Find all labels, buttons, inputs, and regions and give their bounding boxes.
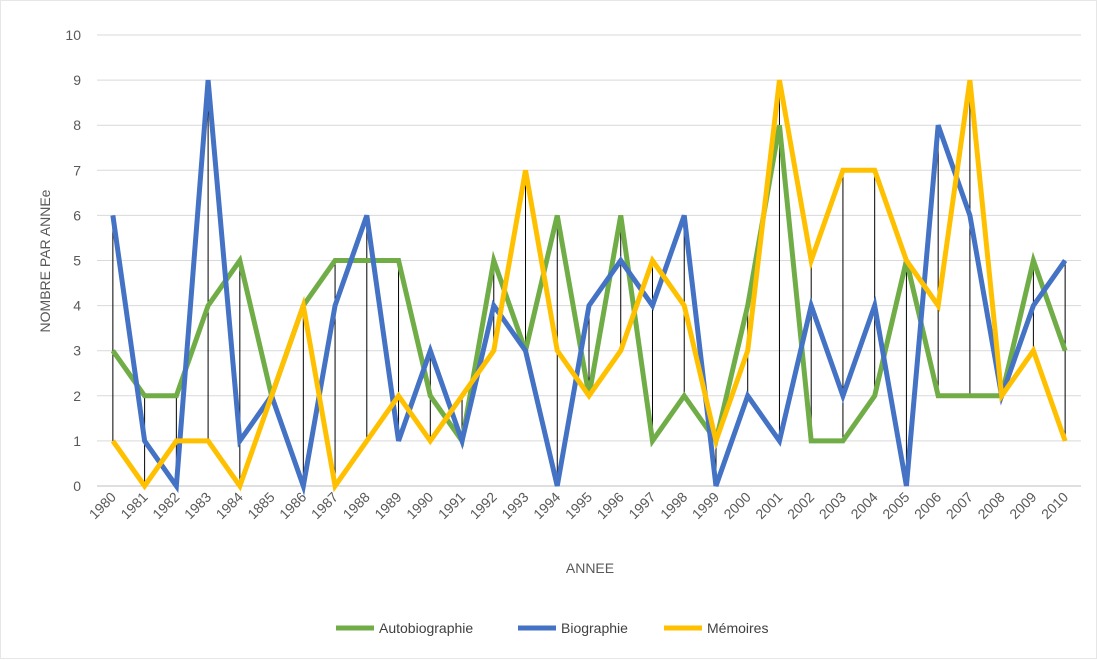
x-tick-label: 2009 bbox=[1006, 489, 1039, 522]
x-tick-label: 2007 bbox=[943, 489, 976, 522]
x-tick-label: 1998 bbox=[657, 489, 690, 522]
x-tick-label: 1989 bbox=[371, 489, 404, 522]
x-tick-label: 1986 bbox=[276, 489, 309, 522]
y-tick-label: 4 bbox=[73, 298, 81, 314]
x-tick-label: 2003 bbox=[816, 489, 849, 522]
y-tick-label: 1 bbox=[73, 433, 81, 449]
x-tick-label: 2001 bbox=[752, 489, 785, 522]
x-tick-label: 1981 bbox=[117, 489, 150, 522]
legend-label: Biographie bbox=[561, 620, 628, 636]
legend-label: Mémoires bbox=[707, 620, 768, 636]
y-tick-label: 8 bbox=[73, 117, 81, 133]
y-axis-title: NOMBRE PAR ANNEe bbox=[37, 189, 53, 332]
x-tick-label: 2006 bbox=[911, 489, 944, 522]
series-line-m-moires bbox=[110, 79, 1068, 493]
x-tick-label: 1982 bbox=[149, 489, 182, 522]
x-tick-label: 2005 bbox=[879, 489, 912, 522]
x-tick-label: 1997 bbox=[625, 489, 658, 522]
x-tick-label: 1994 bbox=[530, 489, 563, 522]
x-tick-label: 1991 bbox=[435, 489, 468, 522]
y-tick-label: 6 bbox=[73, 207, 81, 223]
x-tick-label: 1993 bbox=[498, 489, 531, 522]
x-tick-label: 1992 bbox=[467, 489, 500, 522]
x-tick-label: 1999 bbox=[689, 489, 722, 522]
x-tick-label: 2000 bbox=[720, 489, 753, 522]
x-tick-label: 2004 bbox=[847, 489, 880, 522]
x-axis-title: ANNEE bbox=[566, 560, 614, 576]
x-tick-label: 2002 bbox=[784, 489, 817, 522]
x-tick-label: 2010 bbox=[1038, 489, 1071, 522]
y-tick-label: 10 bbox=[65, 27, 81, 43]
x-tick-label: 1996 bbox=[594, 489, 627, 522]
x-tick-label: 1990 bbox=[403, 489, 436, 522]
x-tick-label: 1980 bbox=[86, 489, 119, 522]
x-tick-label: 2008 bbox=[974, 489, 1007, 522]
y-tick-label: 0 bbox=[73, 478, 81, 494]
gridlines bbox=[97, 34, 1081, 487]
y-tick-label: 3 bbox=[73, 343, 81, 359]
x-tick-label: 1987 bbox=[308, 489, 341, 522]
x-tick-label: 1984 bbox=[213, 489, 246, 522]
y-tick-label: 7 bbox=[73, 162, 81, 178]
legend-label: Autobiographie bbox=[379, 620, 473, 636]
x-tick-label: 1983 bbox=[181, 489, 214, 522]
x-axis-ticks: 1980198119821983198418851986198719881989… bbox=[86, 489, 1072, 522]
x-tick-label: 1988 bbox=[340, 489, 373, 522]
y-tick-label: 2 bbox=[73, 388, 81, 404]
x-tick-label: 1995 bbox=[562, 489, 595, 522]
legend: Autobiographie Biographie Mémoires bbox=[336, 620, 768, 636]
y-tick-label: 9 bbox=[73, 72, 81, 88]
y-tick-label: 5 bbox=[73, 253, 81, 269]
y-axis-ticks: 0 1 2 3 4 5 6 7 8 9 10 bbox=[65, 27, 81, 494]
x-tick-label: 1885 bbox=[244, 489, 277, 522]
series-lines bbox=[110, 79, 1068, 496]
